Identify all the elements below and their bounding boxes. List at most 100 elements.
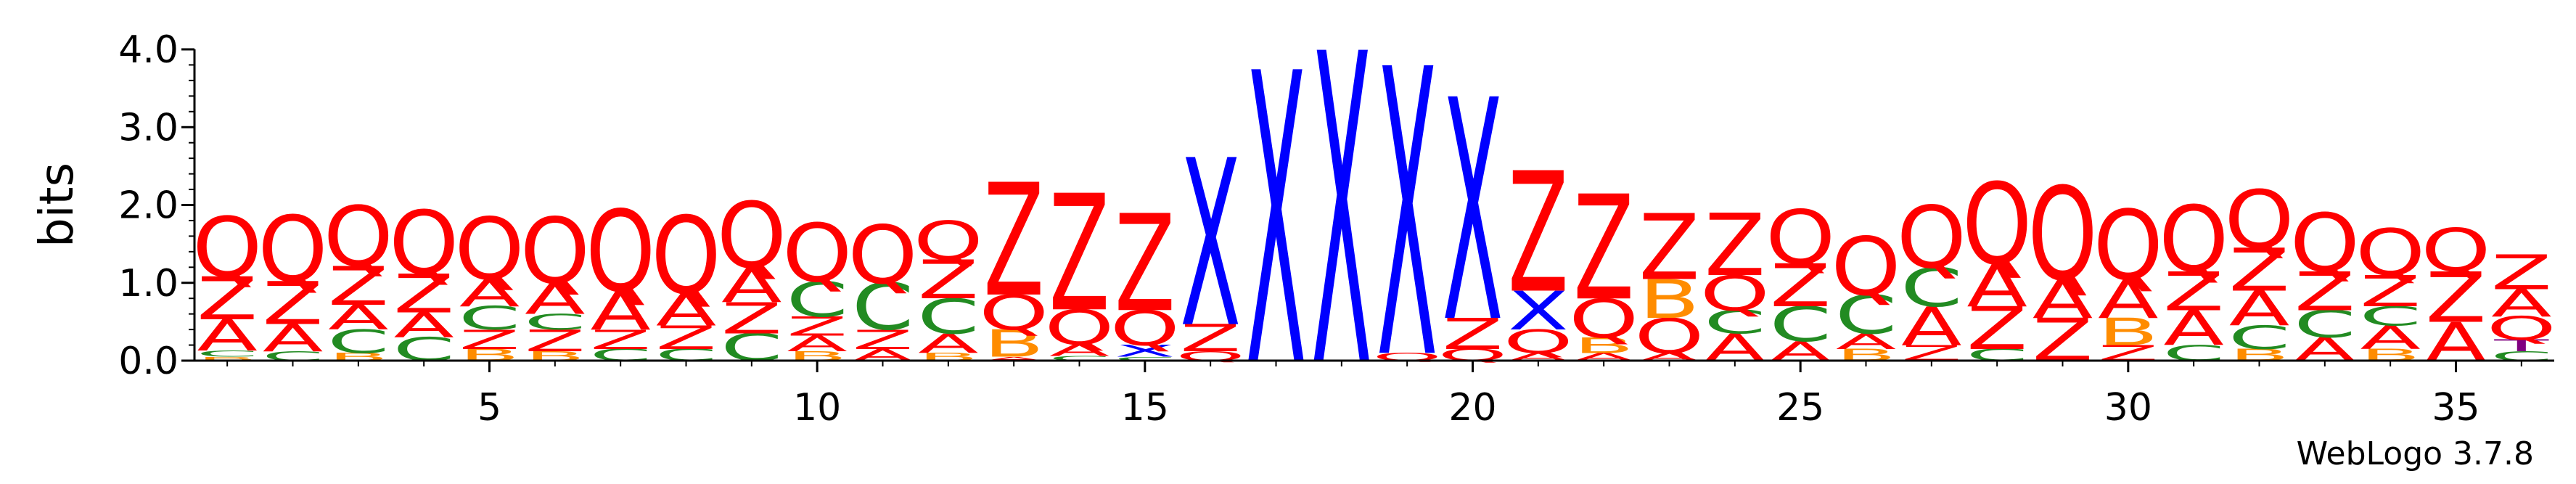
logo-letter-a: A	[263, 317, 324, 361]
logo-stacks: BCAZQCAZQBCAZQCAZQBZCAQBZCAQCZAQCZAQCZAQ…	[192, 0, 2556, 462]
logo-letter-x: X	[1311, 0, 1372, 462]
logo-letter-a: A	[2033, 268, 2093, 331]
logo-letter-c: C	[1049, 355, 1110, 362]
logo-letter-z: Z	[2426, 258, 2487, 338]
logo-letter-q: Q	[324, 189, 393, 285]
logo-letter-c: C	[1704, 304, 1765, 341]
logo-letter-x: X	[1443, 36, 1504, 390]
logo-letter-q: Q	[2093, 191, 2163, 303]
logo-letter-x: X	[1508, 280, 1569, 343]
logo-letter-q: Q	[782, 208, 852, 300]
logo-letter-c: C	[1900, 256, 1962, 319]
logo-letter-z: Z	[197, 266, 258, 334]
weblogo-version-label: WebLogo 3.7.8	[2296, 435, 2534, 472]
logo-letter-z: Z	[853, 324, 914, 356]
logo-letter-q: Q	[2159, 187, 2228, 293]
logo-letter-a: A	[525, 274, 586, 324]
logo-letter-z: Z	[918, 249, 979, 311]
logo-letter-z: Z	[1639, 195, 1700, 301]
logo-letter-q: Q	[2355, 216, 2425, 291]
logo-letter-z: Z	[656, 319, 717, 356]
logo-stack-29: ZAQ	[2027, 160, 2097, 375]
logo-letter-z: Z	[2163, 261, 2224, 323]
x-tick-label: 30	[2104, 386, 2152, 430]
logo-letter-a: A	[393, 305, 454, 345]
logo-letter-t: T	[2493, 337, 2549, 356]
logo-letter-z: Z	[2294, 261, 2355, 323]
logo-letter-z: Z	[1508, 138, 1569, 330]
logo-letter-q: Q	[2224, 174, 2294, 267]
y-tick-label: 4.0	[118, 28, 179, 72]
logo-letter-z: Z	[1966, 295, 2027, 364]
logo-letter-q: Q	[651, 194, 721, 319]
logo-stack-19: QX	[1372, 0, 1442, 446]
logo-letter-q: Q	[2421, 218, 2490, 286]
logo-letter-a: A	[1836, 329, 1897, 353]
y-tick-label: 2.0	[118, 184, 179, 228]
logo-letter-c: C	[2294, 303, 2355, 347]
logo-letter-b: B	[2098, 311, 2159, 354]
logo-letter-q: Q	[2290, 197, 2360, 290]
logo-letter-a: A	[2360, 319, 2421, 356]
x-tick-label: 10	[793, 386, 841, 430]
logo-letter-z: Z	[590, 324, 651, 356]
logo-letter-q: Q	[2027, 160, 2097, 310]
logo-letter-a: A	[197, 311, 258, 361]
logo-letter-a: A	[721, 258, 782, 314]
logo-letter-z: Z	[393, 263, 454, 325]
logo-letter-b: B	[1573, 333, 1634, 358]
logo-letter-c: C	[2228, 319, 2290, 356]
logo-letter-c: C	[327, 323, 389, 360]
logo-letter-z: Z	[459, 324, 520, 356]
logo-letter-z: Z	[2491, 245, 2552, 301]
logo-letter-x: X	[1180, 112, 1241, 379]
logo-letter-z: Z	[787, 311, 848, 343]
logo-letter-c: C	[786, 272, 848, 328]
x-tick-label: 15	[1121, 386, 1169, 430]
logo-letter-a: A	[2163, 301, 2224, 357]
logo-letter-z: Z	[1180, 317, 1241, 361]
logo-letter-q: Q	[848, 209, 917, 302]
logo-letter-q: Q	[192, 200, 262, 296]
logo-stack-35: AZQ	[2421, 218, 2490, 374]
logo-letter-q: Q	[389, 192, 459, 295]
logo-letter-z: Z	[1705, 197, 1765, 295]
logo-letter-c: C	[459, 300, 520, 337]
logo-letter-b: B	[1639, 268, 1700, 331]
logo-letter-z: Z	[1049, 162, 1110, 348]
logo-letter-z: Z	[983, 151, 1044, 331]
y-tick-label: 0.0	[118, 340, 179, 383]
logo-letter-a: A	[656, 284, 717, 336]
logo-letter-z: Z	[1443, 309, 1504, 359]
logo-stack-20: QZX	[1437, 36, 1507, 390]
logo-letter-q: Q	[1765, 194, 1835, 281]
logo-letter-z: Z	[2229, 237, 2290, 305]
logo-letter-a: A	[328, 298, 389, 337]
logo-letter-q: Q	[1504, 323, 1573, 360]
logo-letter-c: C	[917, 290, 979, 345]
y-tick-label: 1.0	[118, 262, 179, 305]
